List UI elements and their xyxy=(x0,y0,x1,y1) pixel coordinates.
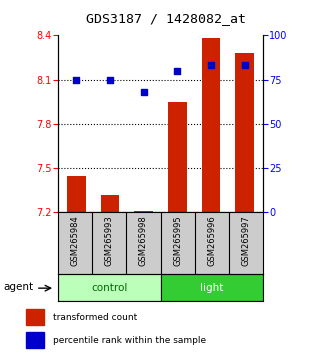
Point xyxy=(108,77,113,82)
Text: GSM265998: GSM265998 xyxy=(139,216,148,266)
Point xyxy=(242,63,247,68)
Bar xyxy=(58,274,161,301)
Text: GSM265997: GSM265997 xyxy=(242,216,251,266)
Text: GSM265984: GSM265984 xyxy=(71,216,79,266)
Point xyxy=(208,63,213,68)
Text: control: control xyxy=(91,282,127,293)
Text: GSM265993: GSM265993 xyxy=(105,216,114,266)
Bar xyxy=(134,211,153,212)
Text: GSM265996: GSM265996 xyxy=(207,216,216,266)
Text: agent: agent xyxy=(3,282,33,292)
Text: GDS3187 / 1428082_at: GDS3187 / 1428082_at xyxy=(85,12,246,25)
Text: light: light xyxy=(200,282,223,293)
Bar xyxy=(168,102,187,212)
Point xyxy=(141,89,146,95)
Bar xyxy=(101,195,119,212)
Text: GSM265995: GSM265995 xyxy=(173,216,182,266)
Bar xyxy=(235,53,254,212)
Bar xyxy=(161,274,263,301)
Bar xyxy=(67,176,86,212)
Text: percentile rank within the sample: percentile rank within the sample xyxy=(53,336,206,345)
Bar xyxy=(26,332,44,348)
Bar xyxy=(202,38,220,212)
Bar xyxy=(26,309,44,325)
Point xyxy=(74,77,79,82)
Text: transformed count: transformed count xyxy=(53,313,137,322)
Point xyxy=(175,68,180,74)
